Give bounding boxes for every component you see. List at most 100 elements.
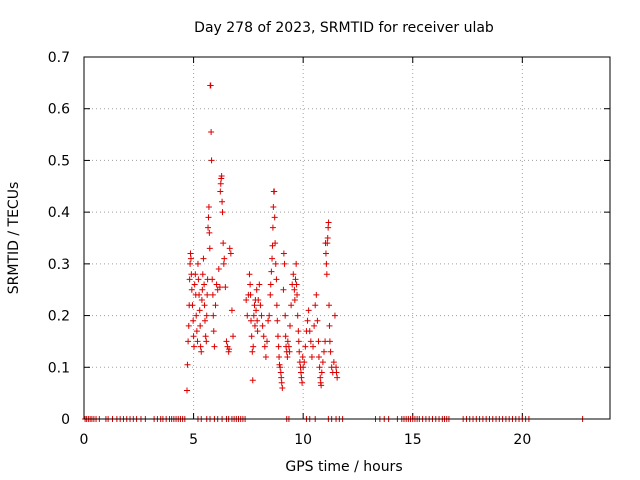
data-point	[208, 157, 215, 164]
data-point	[273, 276, 280, 283]
data-point	[215, 266, 222, 273]
data-point	[243, 297, 250, 304]
data-point	[256, 281, 263, 288]
x-tick-label: 5	[189, 432, 198, 448]
data-point	[276, 353, 283, 360]
data-point	[247, 281, 254, 288]
data-point	[213, 281, 220, 288]
data-point	[185, 322, 192, 329]
data-point	[247, 291, 254, 298]
data-point	[201, 317, 208, 324]
data-point	[301, 359, 308, 366]
data-point	[296, 348, 303, 355]
data-point	[202, 333, 209, 340]
data-point	[217, 188, 224, 195]
data-point	[268, 268, 275, 275]
data-point	[264, 338, 271, 345]
data-point	[206, 229, 213, 236]
data-point	[216, 284, 223, 291]
data-point	[267, 281, 274, 288]
data-point	[194, 338, 201, 345]
data-point	[244, 312, 251, 319]
data-point	[205, 214, 212, 221]
data-point	[323, 271, 330, 278]
data-point	[286, 348, 293, 355]
data-point	[294, 312, 301, 319]
data-point	[290, 271, 297, 278]
data-point	[302, 343, 309, 350]
data-point	[227, 250, 234, 257]
data-point	[284, 353, 291, 360]
data-point	[299, 379, 306, 386]
data-point	[207, 82, 214, 89]
data-point	[226, 346, 233, 353]
data-point	[249, 377, 256, 384]
data-point	[266, 312, 273, 319]
data-point	[197, 343, 204, 350]
y-tick-label: 0	[61, 412, 70, 428]
data-point	[255, 297, 262, 304]
data-point	[326, 338, 333, 345]
data-point	[184, 387, 191, 394]
data-point	[259, 322, 266, 329]
data-point	[282, 312, 289, 319]
data-point	[267, 291, 274, 298]
data-point	[326, 322, 333, 329]
data-point	[189, 302, 196, 309]
data-point	[308, 353, 315, 360]
data-point	[257, 302, 264, 309]
data-point	[221, 255, 228, 262]
data-point	[307, 338, 314, 345]
data-point	[316, 364, 323, 371]
data-point	[334, 374, 341, 381]
data-point	[253, 307, 260, 314]
data-point	[277, 364, 284, 371]
data-point	[196, 307, 203, 314]
data-point	[274, 317, 281, 324]
data-point	[305, 307, 312, 314]
data-point	[291, 297, 298, 304]
x-tick-label: 15	[404, 432, 422, 448]
data-point	[315, 338, 322, 345]
data-point	[199, 271, 206, 278]
data-point	[210, 312, 217, 319]
data-point	[196, 291, 203, 298]
data-point	[265, 317, 272, 324]
x-tick-label: 0	[80, 432, 89, 448]
data-point	[319, 359, 326, 366]
data-point	[188, 286, 195, 293]
data-point	[324, 235, 331, 241]
plot-frame	[83, 56, 611, 420]
y-tick-label: 0.1	[48, 360, 70, 376]
data-point	[193, 328, 200, 335]
data-point	[282, 333, 289, 340]
data-point	[297, 369, 304, 376]
data-point	[219, 209, 226, 216]
data-point	[322, 250, 329, 257]
data-point	[205, 203, 212, 210]
data-point	[330, 359, 337, 366]
data-point	[220, 260, 227, 267]
data-point	[280, 286, 287, 293]
data-point	[203, 338, 210, 345]
data-point	[324, 240, 331, 247]
data-point	[223, 338, 230, 345]
data-point	[326, 302, 333, 309]
data-point	[317, 374, 324, 381]
data-point	[209, 291, 216, 298]
data-point	[226, 245, 233, 252]
y-tick-label: 0.7	[48, 50, 70, 66]
data-point	[201, 302, 208, 309]
data-point	[191, 281, 198, 288]
data-point	[261, 343, 268, 350]
data-point	[325, 219, 332, 226]
y-tick-label: 0.5	[48, 153, 70, 169]
data-point	[251, 322, 258, 329]
tick-labels: 0 0.1 0.2 0.3 0.4 0.5 0.6 0.7 0 5 10 15 20	[48, 50, 532, 448]
data-point	[277, 369, 284, 376]
data-point	[278, 379, 285, 386]
data-point	[250, 343, 257, 350]
data-point	[312, 302, 319, 309]
data-point	[186, 276, 193, 283]
